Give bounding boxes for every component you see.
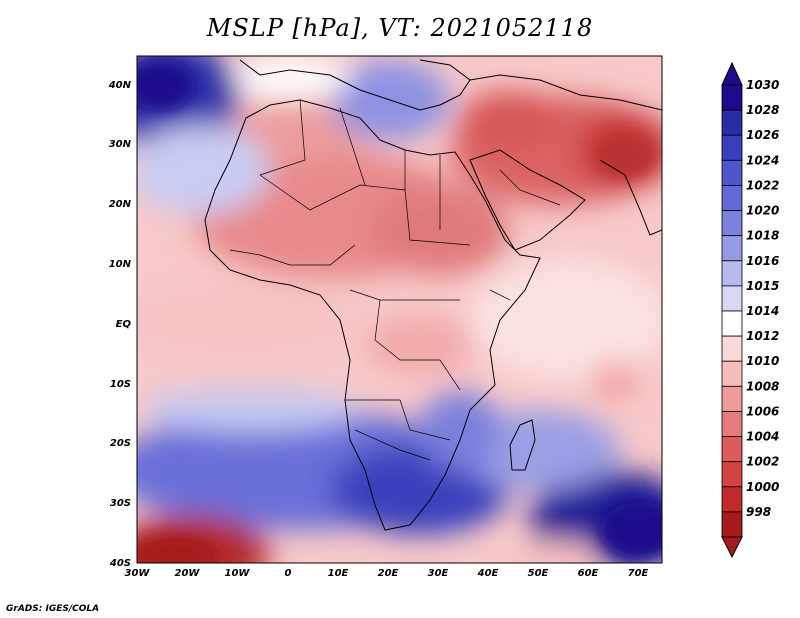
lat-axis: 40N 30N 20N 10N EQ 10S 20S 30S 40S bbox=[108, 80, 132, 569]
lon-label-10e: 10E bbox=[328, 568, 349, 579]
lat-label-40s: 40S bbox=[109, 558, 131, 569]
colorbar-cell bbox=[721, 159, 743, 186]
lat-label-20s: 20S bbox=[110, 438, 131, 449]
colorbar-cell bbox=[721, 210, 743, 237]
colorbar-label: 998 bbox=[746, 505, 771, 519]
colorbar-label: 1026 bbox=[746, 128, 779, 142]
colorbar-cell bbox=[721, 461, 743, 488]
lat-label-40n: 40N bbox=[108, 80, 132, 91]
lon-label-20e: 20E bbox=[378, 568, 399, 579]
lon-label-20w: 20W bbox=[175, 568, 201, 579]
colorbar-label: 1012 bbox=[746, 329, 779, 343]
colorbar-max-arrow bbox=[721, 61, 743, 86]
colorbar-cell bbox=[721, 486, 743, 513]
colorbar-cell bbox=[721, 134, 743, 161]
credit-text: GrADS: IGES/COLA bbox=[6, 604, 100, 614]
lon-label-30e: 30E bbox=[428, 568, 449, 579]
map-title: MSLP [hPa], VT: 2021052118 bbox=[206, 14, 594, 42]
colorbar-label: 1006 bbox=[746, 404, 779, 418]
lon-label-40e: 40E bbox=[477, 568, 499, 579]
lon-label-70e: 70E bbox=[628, 568, 649, 579]
colorbar-label: 1028 bbox=[746, 103, 779, 117]
colorbar-min-arrow bbox=[721, 536, 743, 559]
lon-label-50e: 50E bbox=[528, 568, 549, 579]
colorbar-cell bbox=[721, 109, 743, 136]
pressure-field bbox=[137, 56, 662, 563]
lon-label-10w: 10W bbox=[225, 568, 251, 579]
colorbar-cell bbox=[721, 511, 743, 538]
colorbar-label: 1002 bbox=[746, 455, 779, 469]
colorbar-cell bbox=[721, 235, 743, 262]
colorbar-cell bbox=[721, 84, 743, 111]
colorbar-label: 1016 bbox=[746, 254, 779, 268]
lat-label-eq: EQ bbox=[116, 319, 132, 330]
colorbar-label: 1030 bbox=[746, 78, 779, 92]
country-borders bbox=[229, 99, 561, 461]
lon-label-0: 0 bbox=[285, 568, 292, 579]
lat-label-10n: 10N bbox=[109, 259, 132, 270]
colorbar-cell bbox=[721, 385, 743, 412]
colorbar-label: 1000 bbox=[746, 480, 779, 494]
lon-label-30w: 30W bbox=[125, 568, 151, 579]
colorbar-cell bbox=[721, 260, 743, 287]
lat-label-30s: 30S bbox=[110, 498, 131, 509]
colorbar-cell bbox=[721, 436, 743, 463]
colorbar-label: 1024 bbox=[746, 153, 779, 167]
colorbar-label: 1015 bbox=[746, 279, 779, 293]
colorbar-label: 1010 bbox=[746, 354, 779, 368]
coastlines bbox=[204, 59, 662, 531]
colorbar-label: 1014 bbox=[746, 304, 779, 318]
colorbar-cell bbox=[721, 285, 743, 312]
map-frame bbox=[136, 55, 663, 564]
lat-label-10s: 10S bbox=[110, 379, 131, 390]
colorbar-cell bbox=[721, 310, 743, 337]
lon-axis: 30W 20W 10W 0 10E 20E 30E 40E 50E 60E 70… bbox=[125, 568, 649, 579]
colorbar-label: 1018 bbox=[746, 229, 779, 243]
colorbar-label: 1004 bbox=[746, 430, 779, 444]
lat-label-20n: 20N bbox=[109, 199, 132, 210]
colorbar-cell bbox=[721, 185, 743, 211]
colorbar-label: 1020 bbox=[746, 204, 779, 218]
colorbar-cell bbox=[721, 360, 743, 387]
lat-label-30n: 30N bbox=[109, 139, 132, 150]
colorbar-label: 1022 bbox=[746, 178, 779, 192]
colorbar-label: 1008 bbox=[746, 379, 779, 393]
colorbar: 1030 1028 1026 1024 1022 1020 1018 1016 1015 1014… bbox=[721, 61, 779, 559]
colorbar-cell bbox=[721, 411, 743, 437]
lon-label-60e: 60E bbox=[578, 568, 599, 579]
colorbar-cell bbox=[721, 335, 743, 362]
